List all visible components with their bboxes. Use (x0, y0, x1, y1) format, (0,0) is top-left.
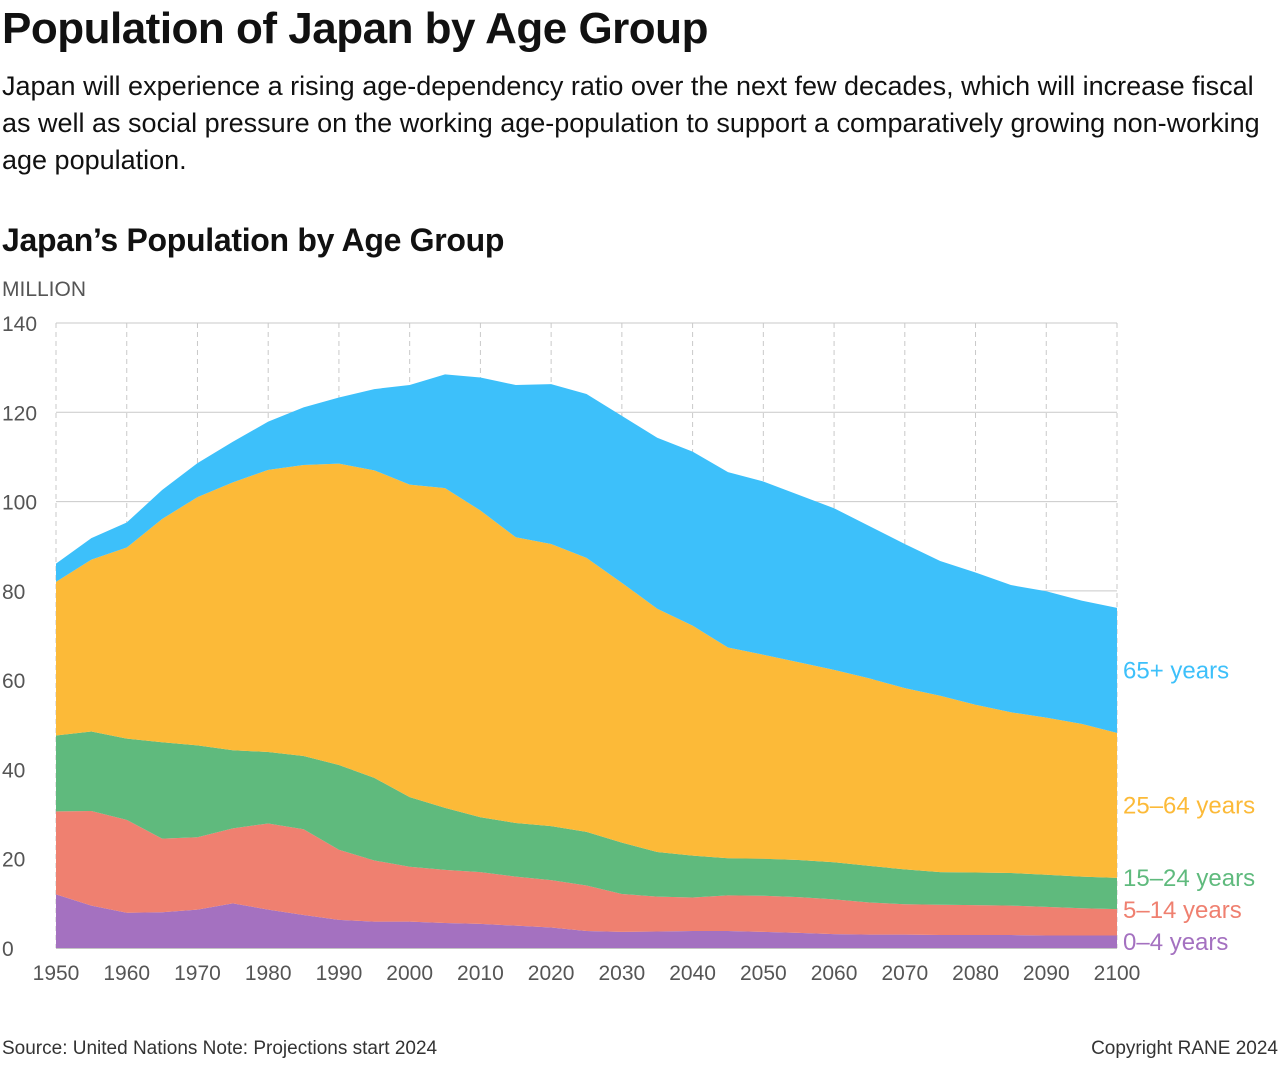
x-tick-label: 2050 (740, 962, 787, 985)
series-label-65plus-years: 65+ years (1123, 657, 1229, 684)
x-tick-label: 2030 (599, 962, 646, 985)
series-label-5-14-years: 5–14 years (1123, 897, 1242, 924)
y-tick-label: 0 (2, 938, 14, 961)
x-tick-label: 1970 (174, 962, 221, 985)
x-tick-label: 2040 (669, 962, 716, 985)
x-tick-label: 1950 (33, 962, 80, 985)
area-series-group (56, 374, 1117, 948)
y-tick-label: 140 (2, 313, 37, 336)
footer-copyright: Copyright RANE 2024 (1091, 1038, 1278, 1059)
series-direct-labels: 0–4 years 5–14 years 15–24 years 25–64 year… (1123, 657, 1255, 955)
area-series-0-4-years (56, 894, 1117, 948)
y-tick-label: 40 (2, 759, 25, 782)
area-series-65plus-years (56, 374, 1117, 733)
series-label-0-4-years: 0–4 years (1123, 929, 1228, 956)
y-tick-label: 80 (2, 581, 25, 604)
x-tick-label: 2100 (1094, 962, 1141, 985)
area-series-15-24-years (56, 731, 1117, 910)
y-tick-label: 20 (2, 849, 25, 872)
footer-source-note: Source: United Nations Note: Projections… (2, 1038, 438, 1059)
x-tick-label: 2060 (811, 962, 858, 985)
x-tick-label: 2080 (952, 962, 999, 985)
chart-title: Japan’s Population by Age Group (2, 222, 505, 258)
x-tick-label: 2090 (1023, 962, 1070, 985)
series-label-15-24-years: 15–24 years (1123, 865, 1255, 892)
x-tick-label: 2020 (528, 962, 575, 985)
series-label-25-64-years: 25–64 years (1123, 792, 1255, 819)
x-tick-label: 2000 (386, 962, 433, 985)
page-title: Population of Japan by Age Group (2, 4, 708, 53)
y-axis-unit-label: MILLION (2, 278, 86, 301)
y-tick-label: 120 (2, 402, 37, 425)
page-subtitle: Japan will experience a rising age-depen… (2, 71, 1260, 175)
y-tick-label: 100 (2, 492, 37, 515)
x-tick-label: 1980 (245, 962, 292, 985)
area-series-5-14-years (56, 810, 1117, 936)
area-series-25-64-years (56, 463, 1117, 878)
x-tick-label: 2010 (457, 962, 504, 985)
x-tick-label: 1990 (316, 962, 363, 985)
x-tick-label: 1960 (103, 962, 150, 985)
y-tick-label: 60 (2, 670, 25, 693)
x-tick-label: 2070 (881, 962, 928, 985)
